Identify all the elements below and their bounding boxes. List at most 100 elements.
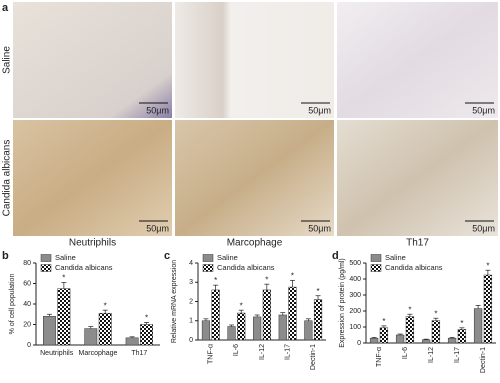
legend-swatch [370,254,382,262]
y-axis-title: Relative mRNA expression [171,260,178,343]
bar [457,329,467,344]
significance-marker: * [434,309,437,318]
y-tick-label: 20 [23,321,31,328]
scale-bar-label: 50μm [146,223,169,233]
x-tick-label: IL-12 [259,344,266,360]
panel-label: d [332,250,339,262]
y-axis-title: Expression of protein (pg/ml) [339,258,346,347]
y-tick-label: 1 [189,318,193,325]
y-tick-label: 2 [189,298,193,305]
x-tick-label: IL-17 [454,347,461,363]
y-axis-title: % of cell population [9,274,16,335]
bar [421,339,431,344]
micrograph [337,120,498,236]
y-tick-label: 40 [23,301,31,308]
bar [313,299,323,341]
significance-marker: * [145,314,148,323]
scale-bar-label: 50μm [146,105,169,115]
significance-marker: * [316,287,319,296]
significance-marker: * [265,275,268,284]
x-tick-label: Dectin-1 [310,344,317,370]
significance-marker: * [214,276,217,285]
bar [447,337,457,344]
x-tick-label: Th17 [131,350,147,357]
significance-marker: * [486,261,489,270]
bar [43,316,56,346]
y-tick-label: 80 [23,260,31,267]
micrograph [175,2,334,118]
bar [253,316,262,341]
y-tick-label: 500 [349,260,361,267]
significance-marker: * [382,317,385,326]
legend-label: Candida albicans [385,263,443,272]
bar [98,312,112,346]
significance-marker: * [62,274,65,283]
legend-swatch [202,264,214,272]
y-tick-label: 0 [27,342,31,349]
panel-label: a [2,2,9,14]
y-tick-label: 400 [349,276,361,283]
x-tick-label: IL-17 [284,344,291,360]
x-tick-label: TNF-α [376,347,383,367]
bar [125,337,139,346]
y-tick-label: 0 [189,337,193,344]
legend-label: Saline [217,253,238,262]
bar [278,314,287,341]
panel-label: c [164,250,170,262]
bar [369,337,379,344]
y-tick-label: 3 [189,279,193,286]
bar [405,316,415,344]
bar [201,320,211,341]
significance-marker: * [240,301,243,310]
micrograph [175,120,334,236]
bar [379,327,389,344]
y-tick-label: 300 [349,292,361,299]
legend-label: Candida albicans [55,263,113,272]
significance-marker: * [408,305,411,314]
y-tick-label: 4 [189,260,193,267]
y-tick-label: 60 [23,280,31,287]
scale-bar-label: 50μm [472,223,495,233]
legend-label: Saline [385,253,406,262]
bar [483,274,493,344]
significance-marker: * [460,319,463,328]
micrograph [13,2,172,118]
bar [262,289,271,341]
scale-bar-label: 50μm [308,223,331,233]
x-tick-label: IL-6 [402,347,409,359]
row-label: Candida albicans [2,140,13,217]
row-label: Saline [2,46,13,74]
legend-swatch [202,254,214,262]
bar [211,289,220,341]
column-label: Th17 [406,238,429,249]
bar [288,286,297,341]
column-label: Neutriphils [69,238,116,249]
bar [227,326,236,341]
x-tick-label: IL-12 [428,347,435,363]
x-tick-label: IL-6 [233,344,240,356]
bar [431,320,441,344]
x-tick-label: Marcophage [79,350,118,357]
legend-swatch [370,264,382,272]
y-tick-label: 200 [349,308,361,315]
bar [57,288,71,346]
legend-swatch [40,264,52,272]
bar [304,320,313,341]
significance-marker: * [291,271,294,280]
panel-label: b [2,250,9,262]
x-tick-label: TNF-α [208,344,215,364]
legend-swatch [40,254,52,262]
y-tick-label: 100 [349,324,361,331]
bar [473,308,483,344]
bar [140,324,153,346]
legend-label: Candida albicans [217,263,275,272]
y-tick-label: 0 [357,340,361,347]
bar [84,328,98,346]
micrograph [337,2,498,118]
micrograph [13,120,172,236]
bar [237,312,246,341]
legend-label: Saline [55,253,76,262]
scale-bar-label: 50μm [308,105,331,115]
